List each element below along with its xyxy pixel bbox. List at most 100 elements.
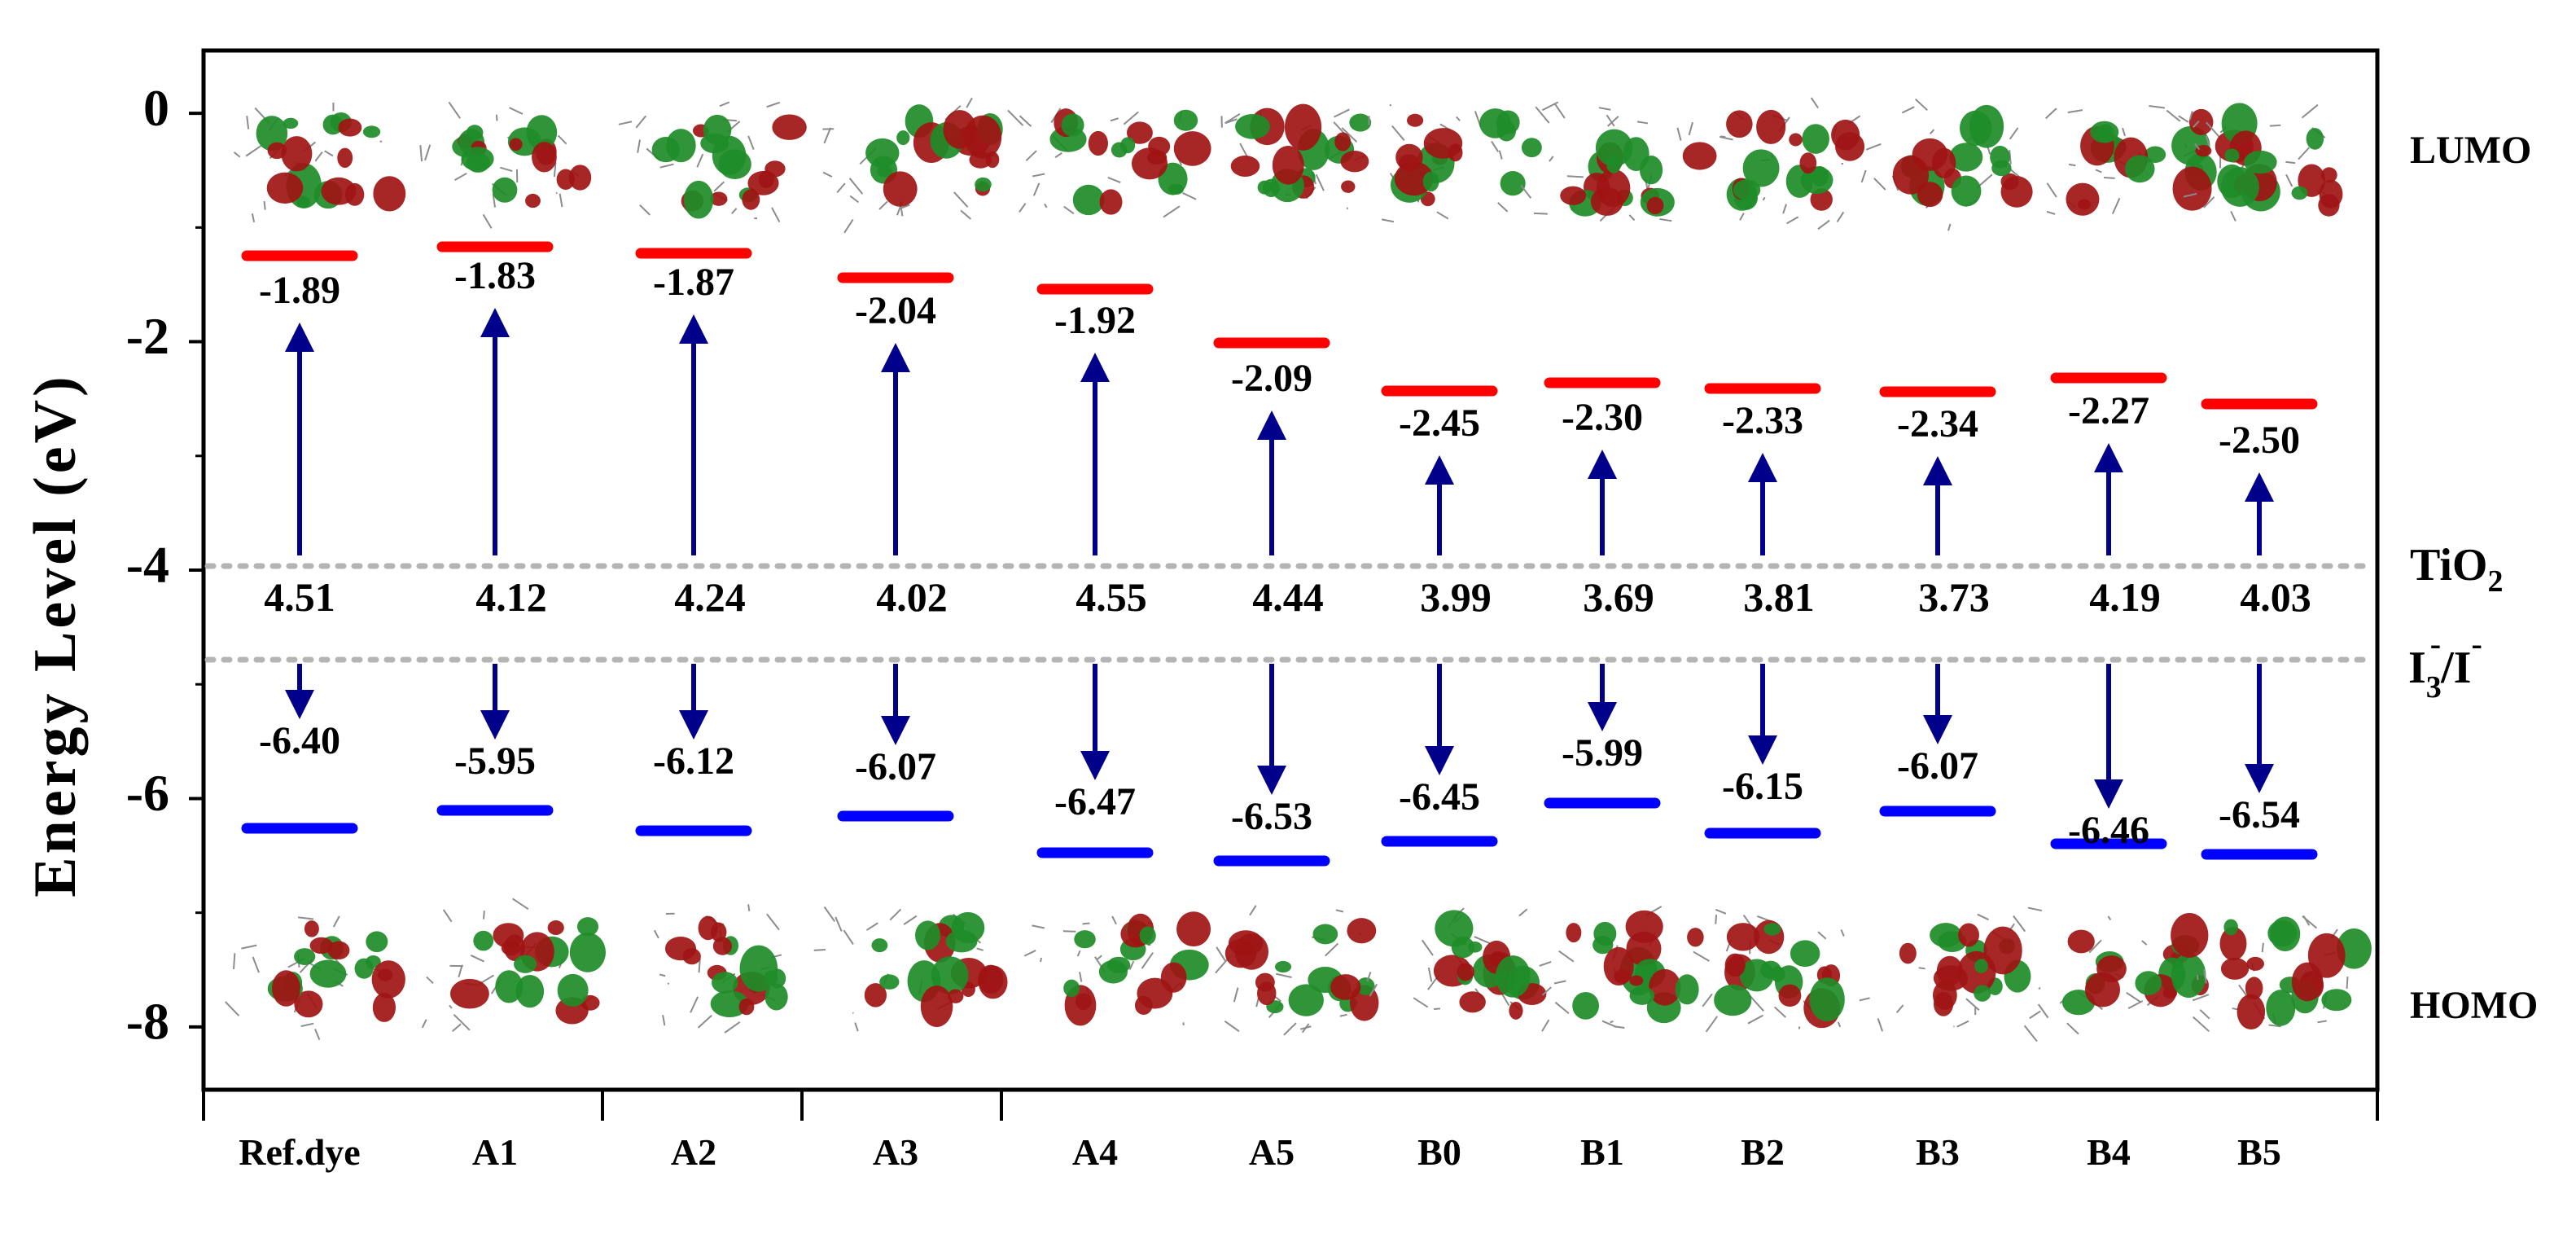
orbital-bond	[1566, 175, 1584, 178]
orbital-bond	[836, 182, 846, 194]
lumo-value-label: -2.45	[1399, 402, 1480, 445]
orbital-lobe	[1356, 977, 1375, 995]
orbital-lobe	[1742, 149, 1780, 187]
orbital-bond	[2302, 915, 2311, 926]
orbital-lobe	[1134, 995, 1153, 1015]
orbital-bond	[662, 1014, 666, 1026]
orbital-lobe	[2306, 128, 2324, 150]
orbital-lobe	[2220, 957, 2250, 980]
orbital-bond	[1391, 125, 1405, 141]
orbital-images	[225, 97, 2372, 1042]
orbital-lobe	[1131, 147, 1168, 180]
orbital-bond	[2298, 147, 2310, 160]
orbital-bond	[1032, 173, 1045, 178]
orbital-bond	[1518, 908, 1528, 917]
orbital-lobe	[1111, 142, 1128, 158]
lumo-orbital-image	[1520, 101, 1717, 222]
orbital-lobe	[1595, 129, 1633, 167]
orbital-lobe	[304, 920, 319, 937]
orbital-lobe	[1063, 979, 1080, 998]
orbital-lobe	[2125, 155, 2155, 183]
homo-orbital-image	[1539, 906, 1704, 1032]
orbital-bond	[1549, 156, 1554, 162]
orbital-bond	[960, 209, 972, 220]
orbital-lobe	[1933, 991, 1954, 1016]
orbital-lobe	[272, 970, 300, 1007]
orbital-bond	[2095, 169, 2102, 173]
orbital-bond	[1427, 967, 1433, 982]
orbital-bond	[878, 200, 888, 210]
category-label: B2	[1741, 1131, 1785, 1173]
orbital-lobe	[2220, 167, 2259, 207]
gap-value-label: 4.55	[1076, 574, 1147, 620]
orbital-bond	[1606, 114, 1615, 127]
orbital-lobe	[1606, 155, 1622, 173]
orbital-lobe	[883, 171, 918, 207]
lumo-value-label: -1.83	[454, 254, 536, 297]
orbital-bond	[1762, 196, 1766, 201]
orbital-lobe	[366, 955, 381, 968]
orbital-bond	[1520, 184, 1532, 199]
orbital-lobe	[450, 978, 489, 1009]
category-label: Ref.dye	[239, 1131, 360, 1173]
orbital-lobe	[1726, 110, 1753, 138]
lumo-value-label: -1.87	[653, 261, 734, 304]
orbital-bond	[1865, 143, 1882, 151]
orbital-bond	[482, 213, 493, 229]
orbital-lobe	[1809, 977, 1845, 1022]
orbital-lobe	[1341, 180, 1356, 193]
orbital-lobe	[1330, 974, 1361, 1000]
orbital-lobe	[666, 129, 696, 163]
orbital-bond	[1341, 127, 1358, 143]
orbital-lobe	[495, 970, 524, 1003]
orbital-bond	[849, 195, 859, 204]
orbital-bond	[1533, 212, 1548, 215]
orbital-lobe	[461, 147, 494, 171]
orbital-bond	[492, 193, 496, 208]
orbital-lobe	[1334, 132, 1352, 151]
gap-value-label: 3.73	[1918, 574, 1990, 620]
orbital-bond	[555, 191, 559, 195]
orbital-lobe	[1799, 152, 1817, 174]
homo-orbital-image	[225, 915, 405, 1041]
orbital-lobe	[964, 115, 1002, 159]
homo-value-label: -6.46	[2068, 809, 2149, 852]
lumo-orbital-image	[1860, 99, 2033, 231]
orbital-lobe	[978, 965, 1008, 999]
orbital-lobe	[1347, 918, 1377, 944]
orbital-bond	[1491, 140, 1500, 152]
orbital-bond	[731, 208, 738, 214]
orbital-bond	[1123, 111, 1139, 125]
orbital-bond	[2023, 1025, 2038, 1042]
orbital-bond	[1810, 97, 1819, 109]
orbital-bond	[2027, 906, 2043, 912]
orbital-bond	[713, 181, 725, 192]
orbital-lobe	[1173, 131, 1211, 166]
orbital-lobe	[466, 125, 484, 140]
homo-orbital-image	[813, 906, 1008, 1032]
orbital-lobe	[1958, 923, 1979, 947]
orbital-bond	[332, 915, 340, 928]
orbital-lobe	[1168, 183, 1184, 195]
orbital-bond	[719, 101, 730, 108]
lumo-value-label: -2.50	[2219, 419, 2300, 462]
category-label: B0	[1417, 1131, 1461, 1173]
orbital-lobe	[281, 136, 313, 172]
orbital-bond	[1614, 1025, 1625, 1029]
orbital-bond	[2230, 210, 2236, 222]
orbital-lobe	[1566, 923, 1582, 943]
orbital-bond	[1720, 135, 1726, 138]
orbital-bond	[314, 1029, 321, 1041]
orbital-lobe	[2171, 953, 2206, 999]
homo-value-label: -6.53	[1231, 795, 1312, 838]
orbital-bond	[1456, 116, 1461, 121]
orbital-bond	[1032, 182, 1040, 196]
orbital-bond	[1381, 218, 1395, 223]
orbital-bond	[2203, 196, 2215, 208]
orbital-lobe	[711, 972, 738, 994]
orbital-lobe	[764, 983, 788, 1011]
gap-value-label: 3.81	[1743, 574, 1815, 620]
orbital-lobe	[1974, 959, 1988, 973]
orbital-lobe	[915, 920, 940, 950]
orbital-bond	[1859, 997, 1870, 1002]
